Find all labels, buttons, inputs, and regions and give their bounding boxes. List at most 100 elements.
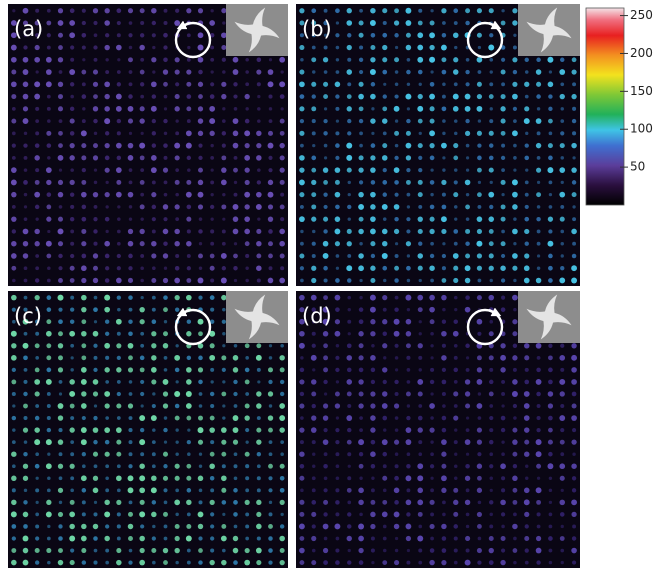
spot — [501, 278, 505, 282]
spot — [572, 156, 575, 159]
spot — [280, 253, 285, 258]
spot — [359, 9, 363, 13]
spot — [280, 168, 285, 173]
spot — [70, 119, 75, 124]
spot — [524, 440, 529, 445]
spot — [47, 453, 50, 456]
spot — [151, 367, 157, 373]
spot — [323, 415, 328, 420]
spot — [187, 168, 191, 172]
spot — [257, 168, 261, 172]
spot — [501, 204, 506, 209]
spot — [429, 295, 435, 301]
spot — [370, 319, 375, 324]
spot — [429, 143, 434, 148]
spot — [117, 230, 121, 234]
spot — [336, 537, 340, 541]
spot — [312, 440, 316, 444]
spot — [198, 427, 204, 433]
tick-label: 150 — [630, 84, 653, 98]
spot — [524, 488, 530, 494]
spot — [93, 119, 97, 123]
spot — [536, 168, 541, 173]
spot — [346, 415, 352, 421]
spot — [430, 119, 435, 124]
spot — [245, 368, 250, 373]
spot — [23, 94, 29, 100]
spot — [382, 241, 387, 246]
spot — [478, 181, 481, 184]
spot — [269, 266, 273, 270]
spot — [163, 204, 168, 209]
spot — [347, 278, 351, 282]
spot — [417, 106, 423, 112]
spot — [104, 118, 110, 124]
spot — [245, 167, 250, 172]
spot — [406, 392, 411, 397]
spot — [279, 355, 284, 360]
spot — [175, 488, 179, 492]
spot — [547, 167, 553, 173]
spot — [11, 167, 17, 173]
spot — [406, 131, 411, 136]
spot — [382, 33, 387, 38]
spot — [186, 536, 192, 542]
spot — [348, 217, 351, 220]
spot — [222, 344, 225, 347]
spot — [129, 180, 133, 184]
spot — [512, 331, 517, 336]
spot — [116, 548, 121, 553]
spot — [478, 70, 482, 74]
spot — [299, 106, 304, 111]
spot — [129, 549, 133, 553]
spot — [454, 464, 458, 468]
spot — [442, 344, 446, 348]
spot — [279, 241, 285, 247]
spot — [210, 308, 214, 312]
spot — [268, 254, 273, 259]
spot — [117, 82, 121, 86]
spot — [280, 380, 284, 384]
spot — [46, 379, 52, 385]
spot — [58, 180, 63, 185]
spot — [163, 428, 167, 432]
spot — [210, 94, 215, 99]
spot — [537, 242, 541, 246]
spot — [336, 416, 339, 419]
spot — [370, 69, 376, 75]
spot — [477, 82, 482, 87]
spot — [561, 156, 564, 159]
spot — [58, 331, 63, 336]
spot — [549, 549, 553, 553]
spot — [105, 403, 110, 408]
spot — [47, 192, 52, 197]
spot — [454, 132, 458, 136]
spot — [69, 512, 75, 518]
spot — [394, 524, 400, 530]
spot — [93, 229, 97, 233]
spot — [418, 216, 423, 221]
spot — [370, 241, 375, 246]
spot — [299, 476, 304, 481]
spot — [300, 242, 304, 246]
spot — [257, 180, 261, 184]
spot — [11, 253, 17, 259]
spot — [12, 440, 16, 444]
spot — [221, 440, 226, 445]
spot — [560, 440, 565, 445]
spot — [23, 427, 28, 432]
spot — [465, 180, 471, 186]
spot — [537, 181, 540, 184]
spot — [11, 548, 16, 553]
spot — [163, 33, 168, 38]
spot — [382, 143, 387, 148]
spot — [477, 94, 482, 99]
spot — [198, 536, 202, 540]
spot — [36, 501, 39, 504]
spot — [245, 94, 250, 99]
spot — [222, 368, 226, 372]
spot — [478, 537, 482, 541]
spot — [105, 156, 110, 161]
spot — [489, 143, 493, 147]
spot — [453, 106, 459, 112]
